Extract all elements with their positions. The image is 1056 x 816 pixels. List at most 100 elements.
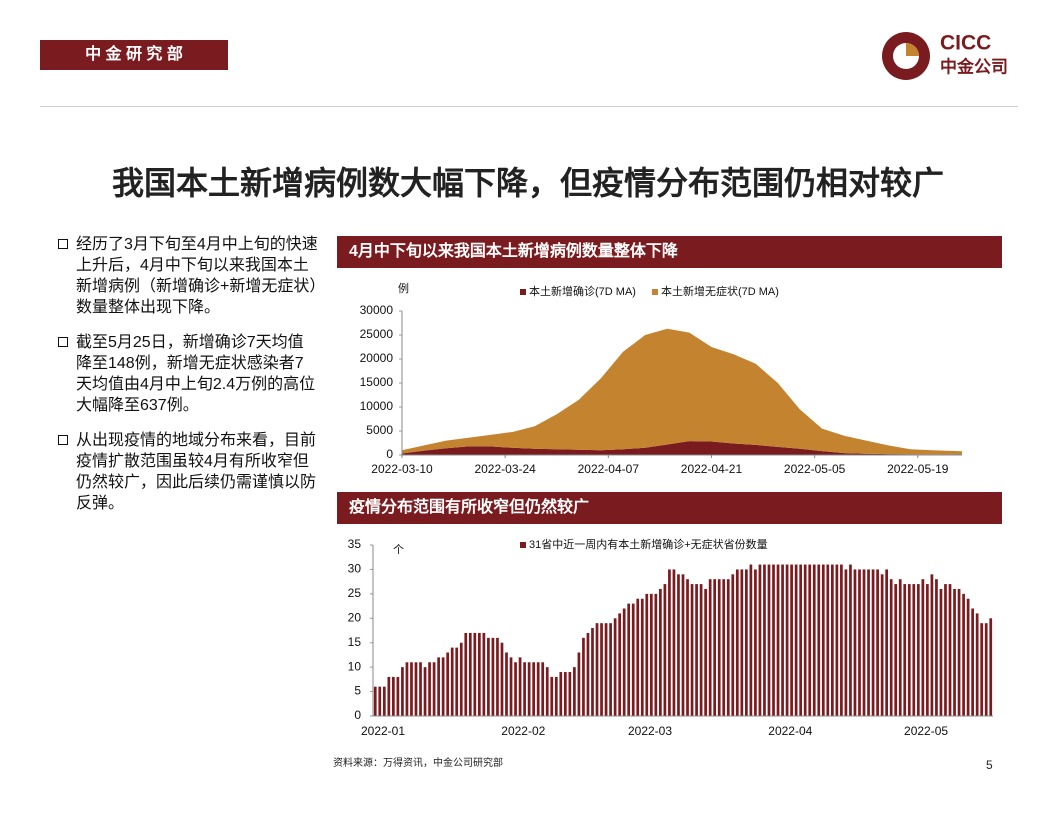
logo: CICC 中金公司 bbox=[882, 32, 1008, 80]
department: 中 金 研 究 部 bbox=[40, 40, 228, 70]
area bbox=[402, 441, 962, 455]
bar bbox=[518, 657, 522, 716]
bar bbox=[523, 662, 526, 716]
bar bbox=[563, 672, 567, 716]
bar bbox=[477, 632, 481, 716]
bar bbox=[722, 579, 726, 716]
bar bbox=[745, 569, 748, 716]
legend-swatch bbox=[520, 542, 526, 548]
bar bbox=[609, 623, 612, 716]
bar bbox=[903, 584, 907, 716]
bar bbox=[790, 564, 793, 716]
bar bbox=[649, 593, 653, 716]
bar bbox=[808, 564, 812, 716]
bar bbox=[604, 623, 608, 716]
bar bbox=[758, 564, 762, 716]
bar bbox=[473, 632, 477, 716]
bar bbox=[862, 569, 866, 716]
bar bbox=[455, 647, 459, 716]
bar bbox=[550, 676, 554, 716]
bar bbox=[681, 574, 685, 716]
bar bbox=[423, 667, 427, 716]
x-tick-label: 2022-01 bbox=[361, 724, 405, 738]
bar bbox=[509, 657, 513, 716]
bar bbox=[898, 579, 902, 716]
bar bbox=[482, 632, 486, 716]
bar bbox=[536, 662, 540, 716]
bar bbox=[971, 608, 974, 716]
x-tick-label: 2022-04-07 bbox=[578, 462, 640, 476]
bar bbox=[591, 628, 594, 716]
bar bbox=[636, 598, 640, 716]
bar bbox=[735, 569, 739, 716]
divider bbox=[40, 106, 1018, 107]
legend-label: 本土新增确诊(7D MA) bbox=[529, 284, 636, 298]
y-tick-label: 25000 bbox=[360, 327, 394, 341]
bar bbox=[812, 564, 816, 716]
slide-title: 我国本土新增病例数大幅下降，但疫情分布范围仍相对较广 bbox=[111, 165, 944, 201]
y-tick-label: 30 bbox=[348, 562, 362, 576]
bar bbox=[853, 569, 857, 716]
area bbox=[402, 328, 962, 455]
bar bbox=[659, 588, 662, 716]
y-tick-label: 20000 bbox=[360, 351, 394, 365]
legend-label: 本土新增无症状(7D MA) bbox=[661, 284, 779, 298]
y-tick-label: 0 bbox=[386, 447, 393, 461]
y-tick-label: 10000 bbox=[360, 399, 394, 413]
bar bbox=[966, 598, 970, 716]
y-tick-label: 35 bbox=[348, 537, 362, 551]
bullet: 截至5月25日，新增确诊7天均值降至148例，新增无症状感染者7天均值由4月中上… bbox=[56, 332, 318, 416]
legend-label: 31省中近一周内有本土新增确诊+无症状省份数量 bbox=[529, 537, 768, 551]
bar bbox=[975, 613, 979, 716]
bar bbox=[935, 579, 938, 716]
bar bbox=[419, 662, 422, 716]
bar bbox=[554, 676, 558, 716]
bar bbox=[640, 598, 644, 716]
bar bbox=[663, 584, 667, 716]
bar bbox=[559, 672, 563, 716]
bar bbox=[912, 584, 916, 716]
bar bbox=[930, 574, 934, 716]
bar bbox=[428, 662, 431, 716]
bar bbox=[595, 623, 599, 716]
bar bbox=[699, 584, 703, 716]
bar bbox=[468, 632, 472, 716]
x-tick-label: 2022-05-05 bbox=[784, 462, 846, 476]
bar bbox=[487, 637, 490, 716]
bar bbox=[695, 584, 698, 716]
bar bbox=[849, 564, 852, 716]
bar bbox=[373, 686, 377, 716]
bar bbox=[622, 608, 626, 716]
bar bbox=[785, 564, 789, 716]
bar bbox=[767, 564, 771, 716]
bar bbox=[577, 652, 581, 716]
bar bbox=[921, 579, 925, 716]
chart-title: 疫情分布范围有所收窄但仍然较广 bbox=[337, 492, 1002, 524]
y-axis-unit: 个 bbox=[393, 543, 404, 556]
x-tick-label: 2022-03 bbox=[628, 724, 672, 738]
bar bbox=[631, 603, 635, 716]
y-tick-label: 0 bbox=[354, 708, 361, 722]
bar bbox=[749, 564, 753, 716]
y-axis-unit: 例 bbox=[398, 281, 409, 295]
y-tick-label: 25 bbox=[348, 586, 362, 600]
bar bbox=[916, 584, 920, 716]
bar bbox=[740, 569, 744, 716]
source-note: 资料来源：万得资讯，中金公司研究部 bbox=[333, 758, 503, 769]
bar bbox=[885, 569, 889, 716]
bar bbox=[496, 637, 499, 716]
bar bbox=[731, 574, 735, 716]
bar bbox=[491, 637, 495, 716]
bar bbox=[514, 662, 517, 716]
bar bbox=[527, 662, 531, 716]
bar bbox=[618, 613, 621, 716]
bar bbox=[817, 564, 821, 716]
bullet-list: 经历了3月下旬至4月中上旬的快速上升后，4月中下旬以来我国本土新增病例（新增确诊… bbox=[56, 234, 318, 528]
legend-swatch bbox=[520, 289, 526, 295]
bar bbox=[717, 579, 721, 716]
bar bbox=[867, 569, 870, 716]
bar bbox=[446, 652, 450, 716]
bar bbox=[953, 588, 956, 716]
y-tick-label: 15 bbox=[348, 635, 362, 649]
